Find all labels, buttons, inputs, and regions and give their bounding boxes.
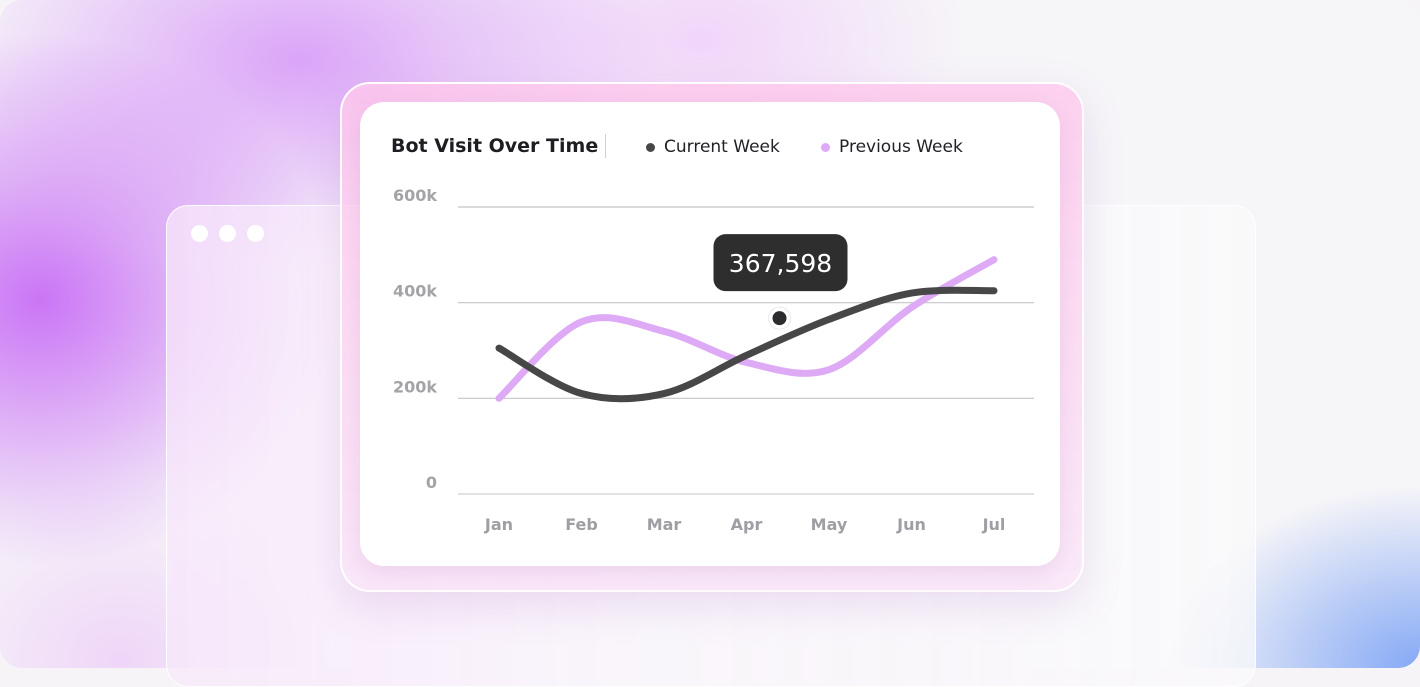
window-control-maximize[interactable] <box>247 225 264 242</box>
tooltip-value: 367,598 <box>729 249 832 278</box>
tooltip-box <box>713 234 848 292</box>
series-line-previous-week <box>495 256 998 402</box>
x-tick-label: May <box>811 515 848 534</box>
legend-item-previous-week[interactable]: Previous Week <box>821 137 963 157</box>
series-line-current-week <box>495 286 998 403</box>
x-tick-label: Jan <box>484 515 513 534</box>
legend-item-current-week[interactable]: Current Week <box>646 137 780 157</box>
y-tick-label: 200k <box>393 377 437 396</box>
x-tick-label: Jul <box>982 515 1006 534</box>
chart-title: Bot Visit Over Time <box>391 135 599 157</box>
y-tick-label: 400k <box>393 282 437 301</box>
tooltip: 367,598 <box>713 234 848 292</box>
x-tick-label: Jun <box>896 515 926 534</box>
title-divider <box>605 134 606 158</box>
window-control-close[interactable] <box>191 225 208 242</box>
legend-label-previous-week: Previous Week <box>839 137 963 157</box>
legend-swatch-current-week <box>646 142 655 152</box>
chart-card: Bot Visit Over Time Current Week Previou… <box>360 102 1060 566</box>
y-tick-label: 0 <box>426 473 437 492</box>
legend-label-current-week: Current Week <box>664 137 780 157</box>
legend-swatch-previous-week <box>821 142 830 152</box>
x-tick-label: Feb <box>565 515 598 534</box>
window-control-minimize[interactable] <box>219 225 236 242</box>
y-tick-label: 600k <box>393 186 437 205</box>
tooltip-marker-dot <box>772 311 787 326</box>
x-tick-label: Mar <box>647 515 682 534</box>
x-tick-label: Apr <box>731 515 763 534</box>
line-chart: 0 200k 400k 600k Jan Feb Mar Apr May Jun Jul 367,59… <box>393 186 1034 534</box>
